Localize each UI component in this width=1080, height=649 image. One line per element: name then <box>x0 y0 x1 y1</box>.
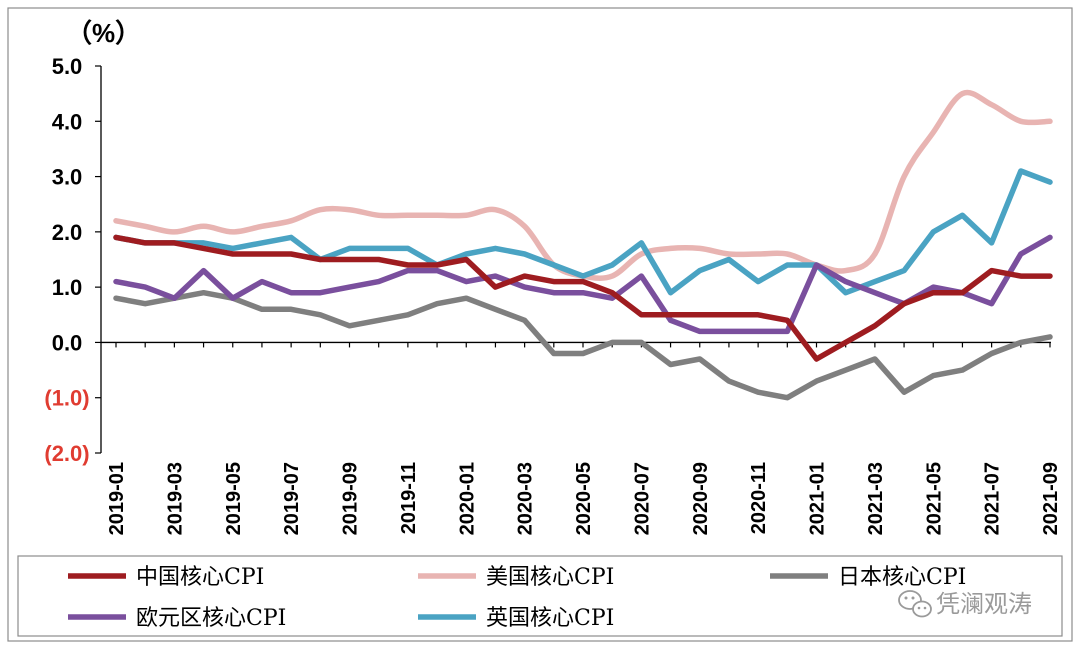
x-tick-label: 2021-01 <box>807 462 829 535</box>
series-lines <box>113 89 1053 401</box>
x-tick-label: 2019-07 <box>281 462 303 535</box>
legend-box <box>17 555 1063 637</box>
series-line-1 <box>113 89 1053 281</box>
x-tick-label: 2020-07 <box>631 462 653 535</box>
x-tick-label: 2020-01 <box>456 462 478 535</box>
y-tick-label: 5.0 <box>52 54 83 79</box>
watermark: 凭澜观涛 <box>898 590 1032 618</box>
chart-frame <box>7 7 1073 642</box>
x-tick-label: 2021-03 <box>865 462 887 535</box>
y-tick-label: 4.0 <box>52 109 83 134</box>
x-tick-label: 2019-11 <box>398 462 420 534</box>
y-tick-label: 3.0 <box>52 165 83 190</box>
y-tick-label: (1.0) <box>44 386 89 411</box>
y-tick-label: (2.0) <box>44 441 89 466</box>
x-tick-label: 2019-05 <box>223 462 245 535</box>
legend: 中国核心CPI 美国核心CPI 日本核心CPI 欧元区核心CPI 英国核心CPI <box>68 565 966 631</box>
x-tick-label: 2021-05 <box>923 462 945 535</box>
x-tick-label: 2020-03 <box>515 462 537 535</box>
y-unit-label: （%） <box>66 18 141 48</box>
legend-label: 欧元区核心CPI <box>136 606 286 631</box>
legend-label: 中国核心CPI <box>136 565 264 590</box>
y-axis: 5.0 4.0 3.0 2.0 1.0 0.0 (1.0) (2.0) <box>44 54 102 466</box>
x-tick-label: 2019-01 <box>106 462 128 535</box>
y-tick-label: 2.0 <box>52 220 83 245</box>
y-tick-label: 1.0 <box>52 275 83 300</box>
series-line-0 <box>113 234 1053 362</box>
wechat-icon <box>898 590 932 618</box>
x-axis: 2019-01 2019-03 2019-05 2019-07 2019-09 2019-… <box>101 341 1062 535</box>
legend-label: 英国核心CPI <box>486 606 614 631</box>
x-tick-label: 2019-03 <box>164 462 186 535</box>
y-tick-label: 0.0 <box>52 330 83 355</box>
x-tick-label: 2019-09 <box>340 462 362 535</box>
x-tick-label: 2021-07 <box>982 462 1004 535</box>
x-tick-label: 2020-11 <box>748 462 770 534</box>
x-tick-label: 2021-09 <box>1040 462 1062 535</box>
legend-label: 美国核心CPI <box>486 565 614 590</box>
series-line-3 <box>113 234 1053 335</box>
x-tick-label: 2020-09 <box>690 462 712 535</box>
legend-label: 日本核心CPI <box>838 565 966 590</box>
watermark-text: 凭澜观涛 <box>936 590 1032 618</box>
series-line-4 <box>113 168 1053 296</box>
series-line-2 <box>113 289 1053 401</box>
x-tick-label: 2020-05 <box>573 462 595 535</box>
